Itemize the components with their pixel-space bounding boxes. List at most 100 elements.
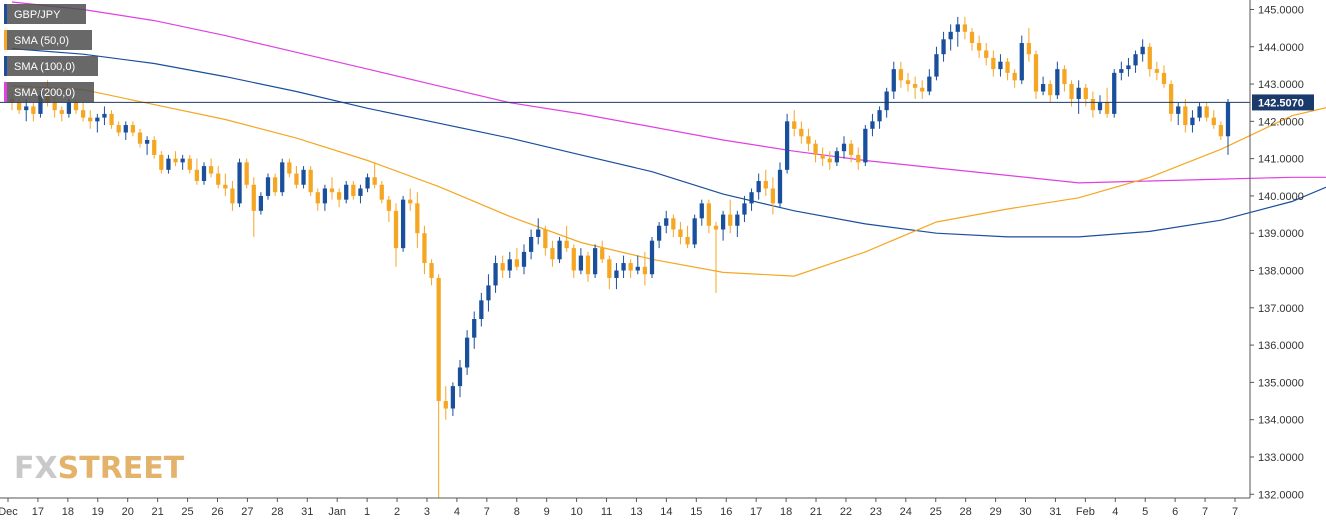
candle [1197, 102, 1202, 122]
candle-body [799, 128, 804, 137]
candle [543, 225, 548, 256]
candle [351, 181, 356, 200]
candle-body [31, 106, 36, 114]
x-tick-label: 7 [1232, 506, 1238, 518]
candle [991, 50, 996, 77]
candle-body [322, 188, 328, 204]
candle-body [166, 158, 171, 170]
candle [578, 248, 584, 275]
candle-body [920, 87, 925, 92]
candle-body [486, 285, 491, 301]
candle-body [735, 214, 740, 226]
candle [1161, 65, 1167, 88]
candle [1040, 76, 1046, 96]
legend: GBP/JPY SMA (50,0) SMA (100,0) SMA (200,0) [4, 4, 98, 102]
candle [1176, 102, 1181, 126]
candle-body [927, 76, 932, 92]
candle [393, 203, 399, 267]
candle-body [521, 251, 527, 267]
candle-body [1119, 69, 1124, 73]
candle-body [144, 139, 150, 144]
candle [102, 106, 107, 126]
candle-body [280, 162, 285, 193]
candle [1147, 43, 1152, 77]
candle [400, 195, 406, 252]
candle-body [208, 166, 214, 174]
candle-body [507, 259, 512, 271]
candle-body [443, 401, 448, 409]
candle [287, 158, 292, 178]
candle-body [1154, 69, 1160, 73]
candle [792, 110, 797, 137]
candle-body [436, 277, 441, 402]
candle [1076, 80, 1081, 114]
y-tick-label: 140.0000 [1258, 191, 1304, 203]
candle-body [1197, 106, 1202, 118]
candle [464, 330, 470, 375]
x-tick-label: 21 [152, 506, 164, 518]
candle [457, 360, 463, 398]
x-tick-label: 6 [1172, 506, 1178, 518]
x-tick-label: 31 [1049, 506, 1061, 518]
candle [251, 177, 256, 237]
current-price-label: 142.5070 [1258, 97, 1304, 109]
candle-body [1076, 87, 1081, 99]
candle-body [1055, 69, 1060, 96]
candle-body [528, 236, 534, 252]
candle-body [827, 158, 832, 163]
candle-body [1147, 46, 1152, 70]
candle-body [1033, 54, 1039, 92]
candle-body [543, 229, 548, 249]
candle-body [59, 110, 64, 114]
legend-item-bg [4, 4, 86, 24]
x-tick-label: Dec [0, 506, 18, 518]
candle [1048, 80, 1053, 103]
candle-body [230, 188, 235, 204]
y-tick-label: 143.0000 [1258, 79, 1304, 91]
candle [1055, 61, 1060, 99]
candle-body [187, 158, 192, 170]
x-tick-label: 22 [840, 506, 852, 518]
candle [571, 244, 576, 278]
candle-body [1048, 84, 1053, 96]
candle-body [244, 162, 249, 185]
candle-body [80, 110, 86, 118]
candle-body [969, 31, 975, 44]
y-tick-label: 145.0000 [1258, 4, 1304, 16]
candle [166, 154, 171, 174]
candle [827, 151, 832, 170]
candle-body [1090, 98, 1096, 111]
candle-body [159, 154, 164, 170]
candle [507, 251, 512, 278]
candle [1126, 57, 1131, 77]
x-tick-label: Feb [1076, 506, 1095, 518]
x-tick-label: 30 [1019, 506, 1031, 518]
candle [777, 162, 783, 208]
sma-100-path [11, 48, 1326, 238]
candle-body [692, 218, 697, 245]
candle-body [457, 367, 463, 387]
candle [59, 106, 64, 122]
candle-body [1211, 117, 1216, 126]
candle [223, 173, 228, 196]
candle-body [358, 188, 363, 196]
candle [692, 214, 697, 249]
candle [137, 128, 143, 148]
candle [500, 255, 505, 278]
legend-swatch [4, 4, 7, 24]
sma-200-line [11, 1, 1326, 184]
candle [1062, 65, 1067, 92]
candle [31, 102, 36, 122]
candle-body [600, 248, 605, 260]
candle [187, 154, 192, 174]
candle [784, 113, 790, 174]
candle [941, 31, 946, 62]
candle-body [415, 203, 420, 234]
candle-body [344, 184, 349, 200]
candle [976, 35, 982, 58]
candle-body [422, 233, 427, 264]
legend-item: SMA (50,0) [4, 30, 92, 50]
candle-body [514, 259, 520, 267]
candle-body [628, 263, 633, 271]
sma-50-line [11, 85, 1326, 277]
